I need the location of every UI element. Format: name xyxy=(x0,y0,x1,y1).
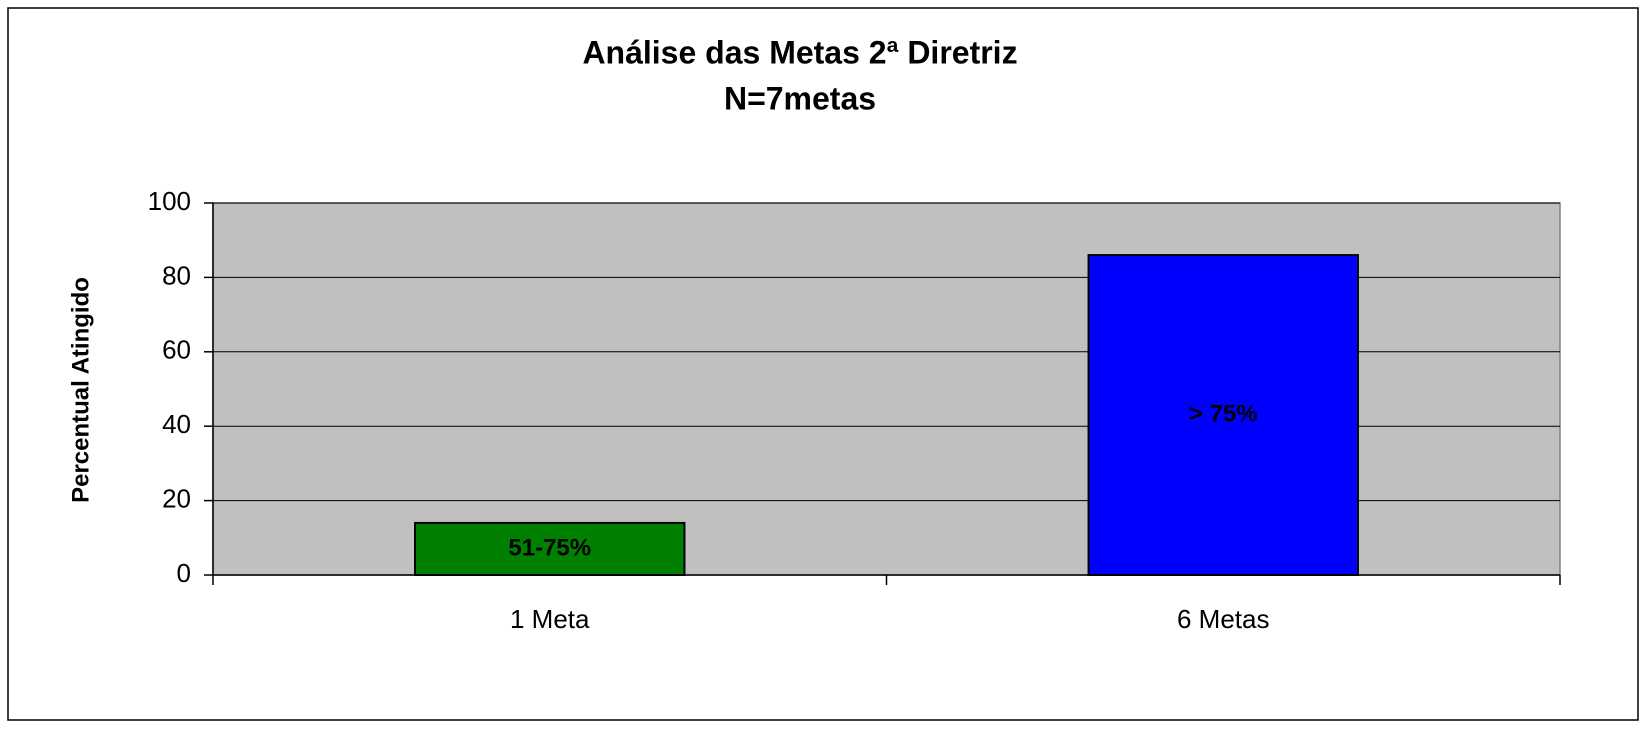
x-tick-label: 1 Meta xyxy=(510,604,590,634)
bar-label: 51-75% xyxy=(508,534,591,561)
y-tick-label: 60 xyxy=(162,335,191,365)
chart-title: Análise das Metas 2ª Diretriz xyxy=(582,34,1017,70)
x-tick-label: 6 Metas xyxy=(1177,604,1270,634)
y-tick-label: 100 xyxy=(148,186,191,216)
y-tick-label: 80 xyxy=(162,260,191,290)
y-tick-label: 0 xyxy=(177,558,191,588)
bar xyxy=(1087,254,1359,577)
y-tick-label: 20 xyxy=(162,483,191,513)
y-axis-label: Percentual Atingido xyxy=(67,277,94,503)
bar-label: > 75% xyxy=(1189,400,1258,427)
chart-subtitle: N=7metas xyxy=(724,80,876,116)
y-tick-label: 40 xyxy=(162,409,191,439)
bar xyxy=(414,521,686,576)
